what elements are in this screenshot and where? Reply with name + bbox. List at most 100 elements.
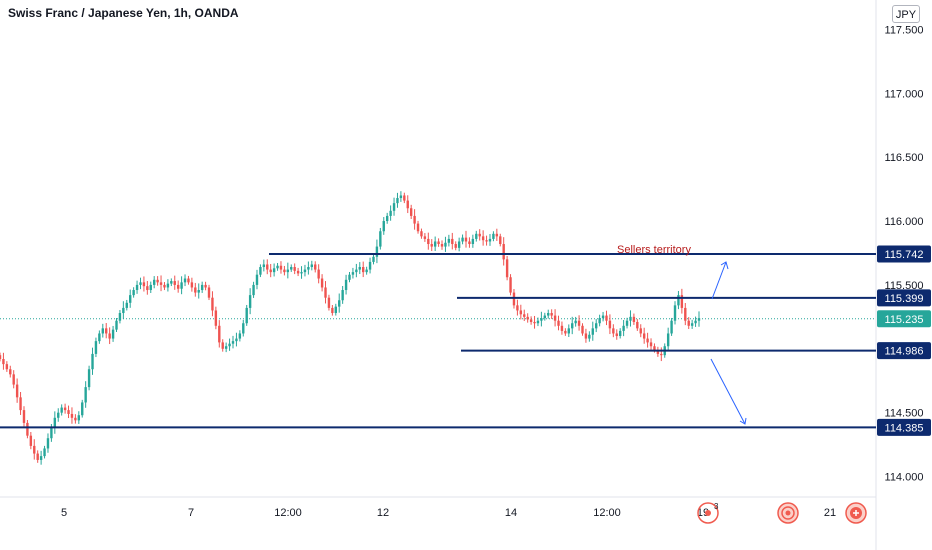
candle — [437, 238, 440, 247]
current-price-label: 115.235 — [877, 310, 931, 328]
candle — [389, 205, 392, 221]
candle — [690, 319, 694, 329]
sellers-territory-label[interactable]: Sellers territory — [617, 244, 691, 256]
candle — [420, 228, 423, 239]
candle — [314, 261, 317, 273]
candle — [492, 231, 495, 242]
candle — [355, 263, 358, 278]
candle — [372, 254, 375, 265]
time-tick-label: 12 — [377, 507, 389, 519]
candle — [341, 285, 344, 304]
candle — [74, 414, 77, 424]
time-tick-label: 7 — [188, 507, 194, 519]
candle — [660, 347, 663, 362]
event-icon-1[interactable]: 3 — [697, 502, 719, 524]
candle — [248, 288, 252, 315]
time-axis[interactable]: 5 7 12:00 12 14 12:00 19 21 — [61, 507, 836, 519]
candlestick-series — [0, 191, 701, 465]
candle — [334, 303, 337, 316]
candle — [53, 411, 57, 434]
candle — [444, 236, 447, 252]
time-tick-label: 19 — [697, 507, 709, 519]
down-arrow-head — [739, 417, 747, 425]
up-arrow[interactable] — [711, 261, 727, 300]
candle — [581, 323, 584, 336]
candle — [632, 313, 636, 325]
price-tick-label: 116.500 — [885, 152, 924, 164]
candle — [433, 236, 437, 252]
candle — [382, 217, 385, 235]
candle — [540, 311, 543, 327]
candle — [673, 301, 677, 325]
candle — [84, 381, 87, 408]
candle — [26, 420, 29, 439]
level-price-label: 114.986 — [885, 346, 924, 358]
candle — [516, 299, 519, 316]
candle — [12, 370, 15, 389]
candle — [39, 450, 43, 465]
candle — [687, 317, 690, 330]
event-icons[interactable]: 3 — [697, 502, 867, 524]
time-tick-label: 14 — [505, 507, 517, 519]
event-icon-3[interactable] — [845, 502, 867, 524]
candle — [176, 280, 180, 293]
candle — [396, 192, 399, 208]
candle — [338, 293, 341, 313]
candle — [502, 237, 505, 266]
candle — [612, 324, 615, 338]
candle — [577, 315, 581, 331]
candle — [255, 269, 259, 290]
candle — [9, 365, 12, 378]
candle — [122, 301, 125, 320]
currency-button[interactable]: JPY — [892, 5, 920, 23]
candle — [156, 276, 159, 286]
candle — [204, 281, 207, 291]
candle — [70, 407, 74, 424]
candle — [571, 316, 574, 335]
candle — [399, 191, 403, 202]
price-tick-label: 117.500 — [885, 24, 924, 36]
price-tick-label: 114.000 — [885, 472, 924, 484]
candle — [351, 267, 355, 279]
candle — [279, 261, 283, 274]
candle — [478, 229, 481, 241]
candle — [547, 309, 550, 319]
candle — [159, 275, 163, 292]
candle — [523, 309, 526, 322]
level-price-badge — [877, 289, 931, 307]
down-arrow[interactable] — [710, 358, 746, 425]
candle — [629, 310, 632, 327]
candle — [36, 450, 39, 463]
candle — [63, 403, 67, 414]
event-icon-2[interactable] — [777, 502, 799, 524]
candle — [375, 239, 379, 264]
candle — [495, 228, 499, 241]
candle — [218, 320, 221, 348]
price-axis[interactable]: 117.500 117.000 116.500 116.000 115.500 114.5… — [885, 24, 924, 483]
candle — [358, 262, 361, 275]
candle — [519, 304, 523, 320]
horizontal-levels[interactable]: 115.742 115.399 114.986 114.385 — [0, 245, 931, 436]
level-price-label: 115.399 — [885, 293, 924, 305]
candle — [214, 306, 218, 330]
projection-arrows[interactable] — [710, 261, 747, 425]
candle — [694, 316, 697, 327]
candle — [43, 445, 46, 459]
level-price-badge — [877, 245, 931, 263]
candle — [409, 204, 413, 220]
candle — [293, 263, 296, 275]
candle — [543, 312, 547, 321]
candle — [591, 321, 594, 341]
candle — [642, 327, 646, 344]
candle — [499, 233, 502, 247]
candle — [173, 275, 176, 290]
candle — [152, 276, 156, 289]
candle — [242, 319, 245, 337]
candle — [416, 220, 420, 234]
candle — [670, 317, 673, 336]
candle — [564, 328, 567, 336]
level-price-badge — [877, 342, 931, 360]
candle — [101, 323, 104, 338]
price-tick-label: 116.000 — [885, 216, 924, 228]
